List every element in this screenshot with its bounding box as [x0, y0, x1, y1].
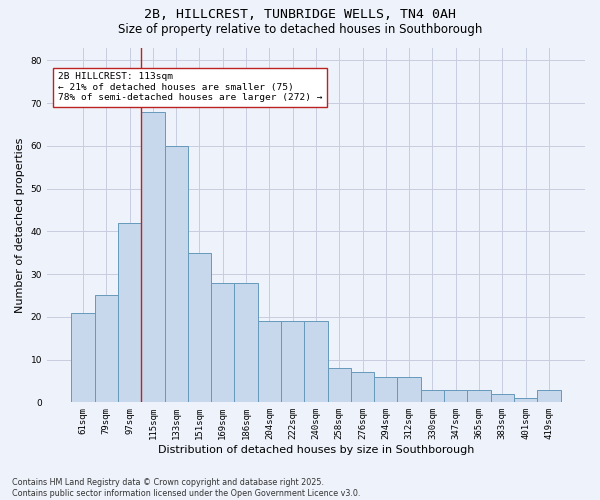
Bar: [95, 296, 118, 403]
Text: 2B, HILLCREST, TUNBRIDGE WELLS, TN4 0AH: 2B, HILLCREST, TUNBRIDGE WELLS, TN4 0AH: [144, 8, 456, 20]
Bar: [141, 112, 164, 403]
Bar: [258, 321, 281, 402]
Bar: [304, 321, 328, 402]
Bar: [444, 390, 467, 402]
Bar: [211, 282, 235, 403]
Bar: [71, 312, 95, 402]
Text: Contains HM Land Registry data © Crown copyright and database right 2025.
Contai: Contains HM Land Registry data © Crown c…: [12, 478, 361, 498]
Bar: [514, 398, 537, 402]
Bar: [328, 368, 351, 402]
Text: Size of property relative to detached houses in Southborough: Size of property relative to detached ho…: [118, 22, 482, 36]
Bar: [188, 252, 211, 402]
Bar: [351, 372, 374, 402]
Bar: [235, 282, 258, 403]
Bar: [491, 394, 514, 402]
Bar: [537, 390, 560, 402]
X-axis label: Distribution of detached houses by size in Southborough: Distribution of detached houses by size …: [158, 445, 474, 455]
Bar: [467, 390, 491, 402]
Bar: [421, 390, 444, 402]
Bar: [118, 223, 141, 402]
Y-axis label: Number of detached properties: Number of detached properties: [15, 137, 25, 312]
Text: 2B HILLCREST: 113sqm
← 21% of detached houses are smaller (75)
78% of semi-detac: 2B HILLCREST: 113sqm ← 21% of detached h…: [58, 72, 322, 102]
Bar: [397, 376, 421, 402]
Bar: [281, 321, 304, 402]
Bar: [164, 146, 188, 403]
Bar: [374, 376, 397, 402]
